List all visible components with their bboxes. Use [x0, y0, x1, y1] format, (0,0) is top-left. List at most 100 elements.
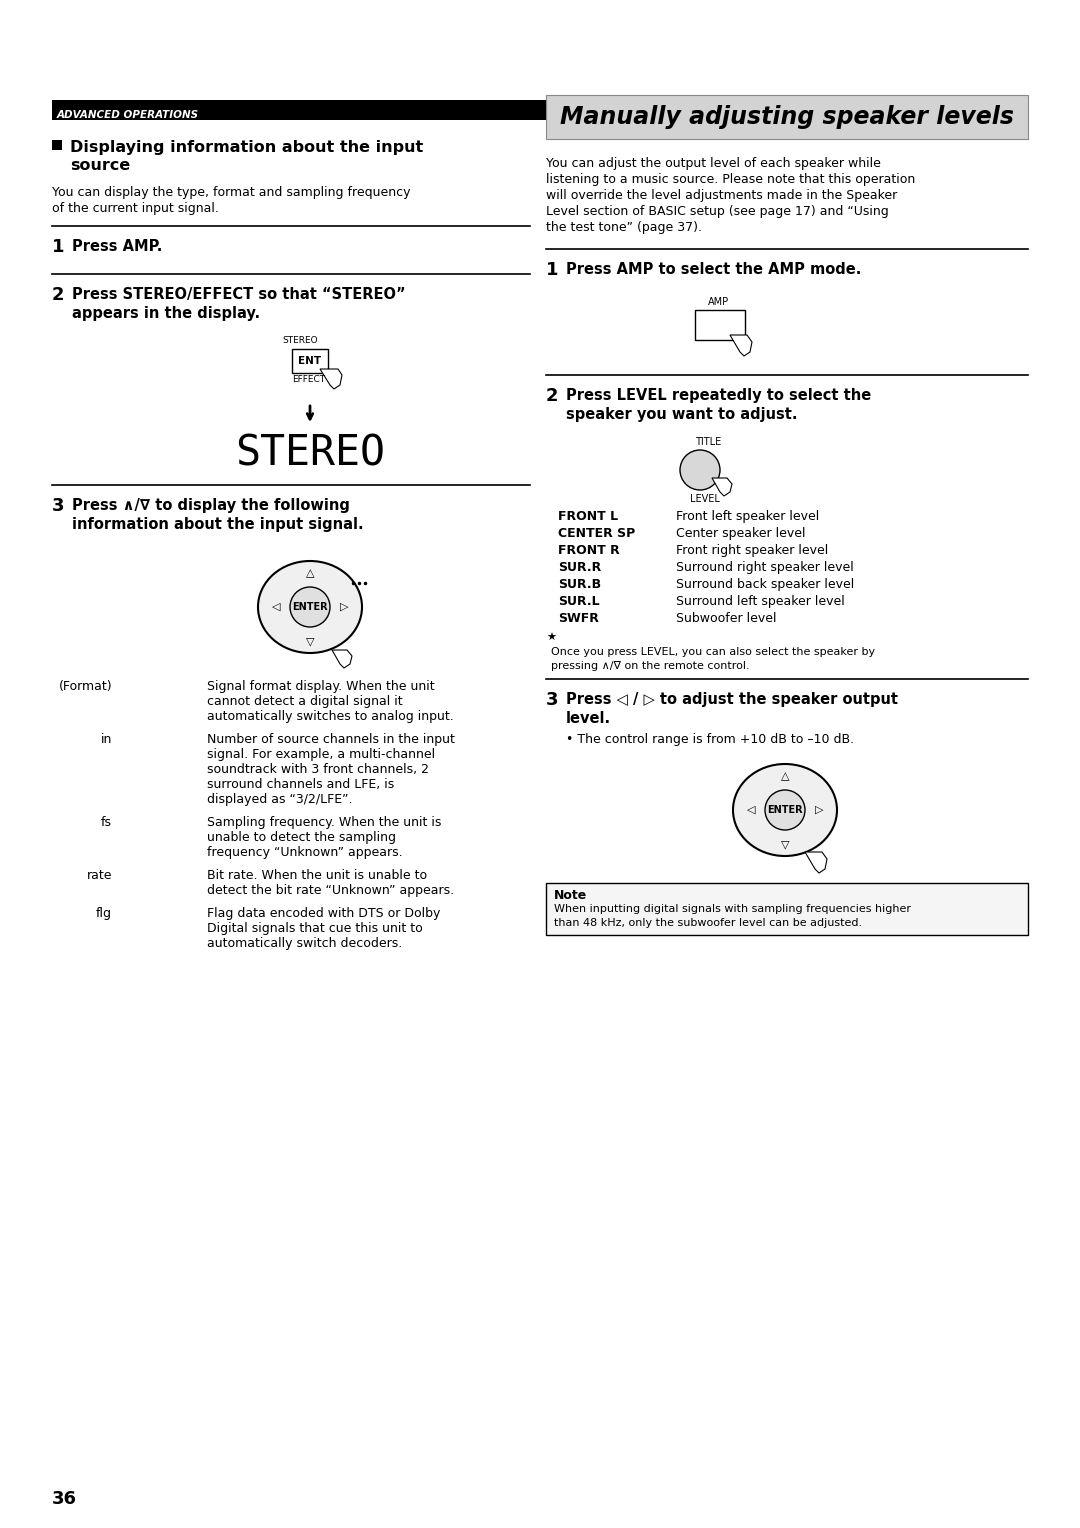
Text: AMP: AMP	[708, 296, 729, 307]
Text: source: source	[70, 157, 131, 173]
Text: ▽: ▽	[781, 839, 789, 850]
Text: Center speaker level: Center speaker level	[676, 527, 806, 539]
Text: When inputting digital signals with sampling frequencies higher: When inputting digital signals with samp…	[554, 905, 912, 914]
Text: Press AMP to select the AMP mode.: Press AMP to select the AMP mode.	[566, 261, 862, 277]
Text: ENTER: ENTER	[767, 805, 802, 814]
Text: ENT: ENT	[298, 356, 322, 367]
Text: detect the bit rate “Unknown” appears.: detect the bit rate “Unknown” appears.	[207, 885, 454, 897]
Text: SUR.R: SUR.R	[558, 561, 602, 575]
Text: frequency “Unknown” appears.: frequency “Unknown” appears.	[207, 847, 403, 859]
Text: ◁: ◁	[272, 602, 280, 613]
Text: SUR.B: SUR.B	[558, 578, 602, 591]
Text: △: △	[781, 772, 789, 781]
Text: 2: 2	[546, 387, 558, 405]
Text: You can adjust the output level of each speaker while: You can adjust the output level of each …	[546, 157, 881, 170]
Text: △: △	[306, 568, 314, 578]
Text: LEVEL: LEVEL	[690, 494, 720, 504]
Text: EFFECT: EFFECT	[292, 374, 325, 384]
Polygon shape	[805, 853, 827, 872]
Text: Subwoofer level: Subwoofer level	[676, 613, 777, 625]
Text: displayed as “3/2/LFE”.: displayed as “3/2/LFE”.	[207, 793, 352, 805]
Text: Signal format display. When the unit: Signal format display. When the unit	[207, 680, 434, 694]
Text: automatically switch decoders.: automatically switch decoders.	[207, 937, 402, 950]
Polygon shape	[730, 335, 752, 356]
Text: 3: 3	[52, 497, 65, 515]
Text: Surround right speaker level: Surround right speaker level	[676, 561, 854, 575]
Bar	[292, 348, 328, 373]
Text: TITLE: TITLE	[696, 437, 721, 448]
Text: Note: Note	[554, 889, 588, 902]
Text: ◁: ◁	[746, 805, 755, 814]
Text: cannot detect a digital signal it: cannot detect a digital signal it	[207, 695, 403, 707]
Text: ENTER: ENTER	[293, 602, 328, 613]
Text: Front right speaker level: Front right speaker level	[676, 544, 828, 558]
Text: 3: 3	[546, 691, 558, 709]
Text: flg: flg	[96, 908, 112, 920]
Text: 36: 36	[52, 1490, 77, 1508]
Text: 1: 1	[52, 238, 65, 257]
Text: Digital signals that cue this unit to: Digital signals that cue this unit to	[207, 921, 422, 935]
Text: You can display the type, format and sampling frequency: You can display the type, format and sam…	[52, 186, 410, 199]
Text: signal. For example, a multi-channel: signal. For example, a multi-channel	[207, 749, 435, 761]
Circle shape	[680, 451, 720, 490]
Text: appears in the display.: appears in the display.	[72, 306, 260, 321]
Text: 2: 2	[52, 286, 65, 304]
Text: speaker you want to adjust.: speaker you want to adjust.	[566, 406, 797, 422]
Text: listening to a music source. Please note that this operation: listening to a music source. Please note…	[546, 173, 915, 186]
Text: surround channels and LFE, is: surround channels and LFE, is	[207, 778, 394, 792]
Text: Press LEVEL repeatedly to select the: Press LEVEL repeatedly to select the	[566, 388, 872, 403]
Text: Sampling frequency. When the unit is: Sampling frequency. When the unit is	[207, 816, 442, 830]
Text: pressing ∧/∇ on the remote control.: pressing ∧/∇ on the remote control.	[551, 662, 750, 671]
Text: Press ∧/∇ to display the following: Press ∧/∇ to display the following	[72, 498, 350, 513]
Text: CENTER SP: CENTER SP	[558, 527, 635, 539]
Text: fs: fs	[102, 816, 112, 830]
Polygon shape	[712, 478, 732, 497]
Text: information about the input signal.: information about the input signal.	[72, 516, 364, 532]
Text: automatically switches to analog input.: automatically switches to analog input.	[207, 711, 454, 723]
Text: Press AMP.: Press AMP.	[72, 238, 162, 254]
Text: level.: level.	[566, 711, 611, 726]
Text: (Format): (Format)	[58, 680, 112, 694]
Text: in: in	[100, 733, 112, 746]
Text: ▽: ▽	[306, 636, 314, 646]
Text: Press ◁ / ▷ to adjust the speaker output: Press ◁ / ▷ to adjust the speaker output	[566, 692, 897, 707]
Polygon shape	[320, 368, 342, 390]
Text: Number of source channels in the input: Number of source channels in the input	[207, 733, 455, 746]
Text: STEREO: STEREO	[282, 336, 318, 345]
Text: Level section of BASIC setup (see page 17) and “Using: Level section of BASIC setup (see page 1…	[546, 205, 889, 219]
Text: 1: 1	[546, 261, 558, 280]
Bar	[52, 141, 62, 150]
Text: SUR.L: SUR.L	[558, 594, 599, 608]
Text: Surround back speaker level: Surround back speaker level	[676, 578, 854, 591]
Bar	[546, 883, 1028, 935]
Ellipse shape	[258, 561, 362, 652]
Circle shape	[291, 587, 330, 626]
Text: Displaying information about the input: Displaying information about the input	[70, 141, 423, 154]
Text: ▷: ▷	[814, 805, 823, 814]
Text: soundtrack with 3 front channels, 2: soundtrack with 3 front channels, 2	[207, 762, 429, 776]
Text: ▷: ▷	[340, 602, 348, 613]
Text: FRONT L: FRONT L	[558, 510, 618, 523]
Text: Bit rate. When the unit is unable to: Bit rate. When the unit is unable to	[207, 869, 427, 882]
Text: STEREO: STEREO	[235, 432, 384, 475]
Bar	[696, 310, 745, 341]
Text: Press STEREO/EFFECT so that “STEREO”: Press STEREO/EFFECT so that “STEREO”	[72, 287, 406, 303]
Text: rate: rate	[86, 869, 112, 882]
Text: Front left speaker level: Front left speaker level	[676, 510, 820, 523]
Circle shape	[765, 790, 805, 830]
Ellipse shape	[733, 764, 837, 856]
Text: Manually adjusting speaker levels: Manually adjusting speaker levels	[561, 105, 1014, 128]
Text: FRONT R: FRONT R	[558, 544, 620, 558]
Text: Surround left speaker level: Surround left speaker level	[676, 594, 845, 608]
Polygon shape	[332, 649, 352, 668]
Text: ★: ★	[546, 633, 556, 643]
Text: Flag data encoded with DTS or Dolby: Flag data encoded with DTS or Dolby	[207, 908, 441, 920]
Text: of the current input signal.: of the current input signal.	[52, 202, 219, 215]
Text: will override the level adjustments made in the Speaker: will override the level adjustments made…	[546, 189, 897, 202]
Text: Once you press LEVEL, you can also select the speaker by: Once you press LEVEL, you can also selec…	[551, 646, 875, 657]
Text: the test tone” (page 37).: the test tone” (page 37).	[546, 222, 702, 234]
Bar	[52, 99, 1028, 121]
Text: ADVANCED OPERATIONS: ADVANCED OPERATIONS	[57, 110, 199, 121]
Text: than 48 kHz, only the subwoofer level can be adjusted.: than 48 kHz, only the subwoofer level ca…	[554, 918, 862, 927]
Text: SWFR: SWFR	[558, 613, 599, 625]
